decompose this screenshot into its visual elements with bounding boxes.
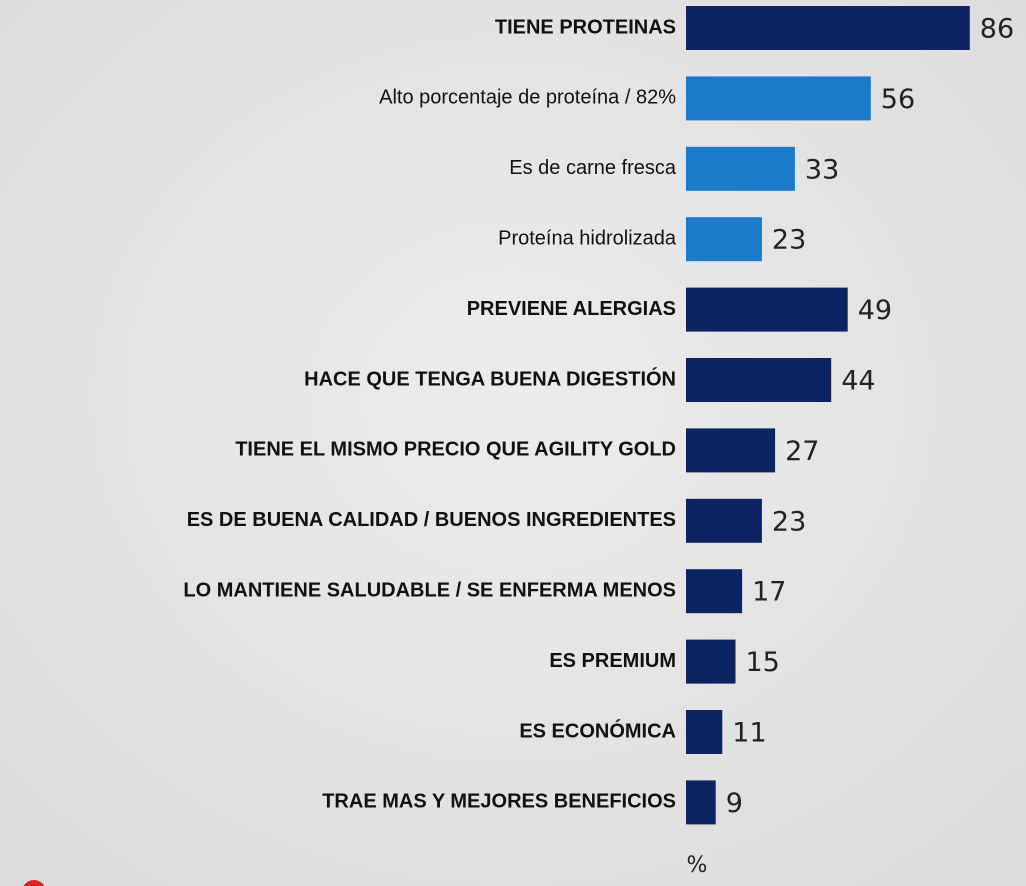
bar (686, 76, 871, 121)
x-axis-label: % (687, 853, 708, 878)
value-label: 86 (980, 14, 1014, 45)
bar (686, 710, 723, 754)
value-label: 23 (772, 225, 806, 256)
category-label: TRAE MAS Y MEJORES BENEFICIOS (322, 791, 676, 813)
bar (686, 217, 762, 262)
value-label: 44 (841, 366, 875, 397)
bar (686, 569, 743, 614)
category-label: Es de carne fresca (509, 157, 677, 179)
bar (686, 358, 832, 402)
bar (686, 780, 716, 825)
value-label: 27 (785, 436, 819, 467)
bar (686, 146, 795, 191)
decor-dot (23, 880, 45, 886)
value-label: 15 (746, 647, 780, 678)
value-label: 56 (881, 84, 915, 115)
category-label: LO MANTIENE SALUDABLE / SE ENFERMA MENOS (183, 579, 676, 601)
bar (686, 639, 736, 684)
value-label: 49 (858, 295, 892, 326)
bar (686, 287, 848, 332)
bar (686, 428, 776, 473)
category-label: ES PREMIUM (549, 650, 676, 672)
value-label: 9 (726, 788, 743, 819)
value-label: 33 (805, 154, 839, 185)
category-label: ES DE BUENA CALIDAD / BUENOS INGREDIENTE… (187, 509, 676, 531)
category-label: ES ECONÓMICA (519, 718, 676, 742)
category-label: Proteína hidrolizada (498, 227, 677, 249)
value-label: 17 (752, 577, 786, 608)
value-label: 23 (772, 506, 806, 537)
value-label: 11 (732, 718, 766, 749)
category-label: TIENE EL MISMO PRECIO QUE AGILITY GOLD (235, 439, 676, 461)
category-label: TIENE PROTEINAS (495, 16, 676, 38)
category-label: PREVIENE ALERGIAS (467, 298, 676, 320)
category-label: Alto porcentaje de proteína / 82% (379, 87, 676, 109)
bar (686, 6, 970, 50)
category-label: HACE QUE TENGA BUENA DIGESTIÓN (304, 366, 676, 390)
bar (686, 498, 762, 543)
